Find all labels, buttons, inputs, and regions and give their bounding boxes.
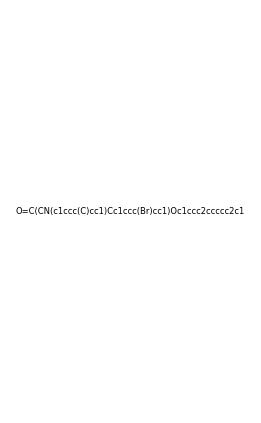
- Text: O=C(CN(c1ccc(C)cc1)Cc1ccc(Br)cc1)Oc1ccc2ccccc2c1: O=C(CN(c1ccc(C)cc1)Cc1ccc(Br)cc1)Oc1ccc2…: [16, 207, 245, 216]
